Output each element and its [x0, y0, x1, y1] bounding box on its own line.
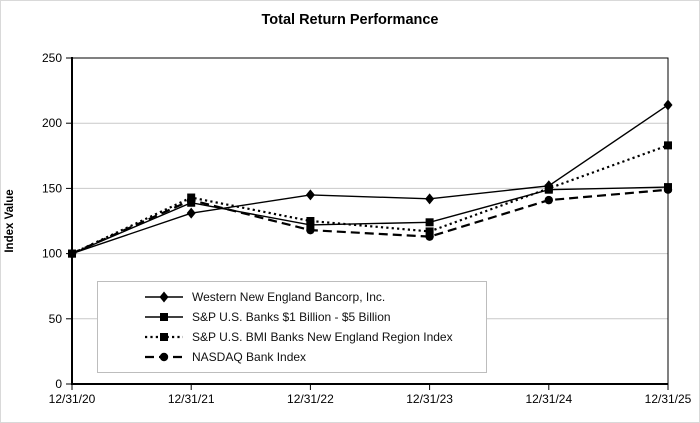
x-tick-label: 12/31/24 — [525, 392, 572, 406]
x-tick-label: 12/31/25 — [645, 392, 692, 406]
legend-sample-dashed-circle-icon — [145, 352, 183, 362]
legend-item: S&P U.S. Banks $1 Billion - $5 Billion — [145, 310, 486, 324]
y-tick-label: 0 — [55, 377, 62, 391]
y-tick-label: 150 — [42, 181, 62, 195]
series-line-dotted — [71, 144, 669, 255]
legend-item: NASDAQ Bank Index — [145, 350, 486, 364]
marker-circle-icon — [663, 185, 673, 194]
x-tick-label: 12/31/23 — [406, 392, 453, 406]
marker-diamond-icon — [425, 193, 435, 205]
x-tick-label: 12/31/20 — [49, 392, 96, 406]
legend-item: Western New England Bancorp, Inc. — [145, 290, 486, 304]
marker-circle-icon — [306, 225, 315, 235]
marker-circle-icon — [425, 232, 434, 241]
legend-label: S&P U.S. BMI Banks New England Region In… — [192, 330, 453, 344]
chart-title: Total Return Performance — [261, 12, 439, 28]
marker-circle-icon — [159, 352, 169, 362]
marker-square-icon — [544, 184, 553, 193]
x-tick-label: 12/31/21 — [168, 392, 215, 406]
legend-sample-solid-diamond-icon — [145, 291, 183, 303]
marker-diamond-icon — [305, 189, 315, 201]
legend-sample-solid-square-icon — [145, 313, 183, 321]
marker-square-icon — [160, 313, 168, 321]
marker-diamond-icon — [159, 291, 169, 303]
marker-square-icon — [160, 333, 168, 341]
y-tick-label: 200 — [42, 116, 62, 130]
legend-sample-dotted-square-icon — [145, 333, 183, 341]
marker-square-icon — [306, 217, 315, 225]
series-line-solid — [71, 104, 669, 255]
legend-item: S&P U.S. BMI Banks New England Region In… — [145, 330, 486, 344]
y-tick-label: 100 — [42, 247, 62, 261]
marker-diamond-icon — [663, 99, 673, 111]
y-tick-label: 250 — [42, 51, 62, 65]
legend-label: S&P U.S. Banks $1 Billion - $5 Billion — [192, 310, 391, 324]
legend-box: Western New England Bancorp, Inc. S&P U.S… — [97, 281, 487, 373]
marker-circle-icon — [187, 195, 196, 205]
x-tick-label: 12/31/22 — [287, 392, 334, 406]
series-line-dashed — [71, 188, 669, 255]
marker-square-icon — [425, 218, 434, 227]
marker-diamond-icon — [186, 207, 196, 219]
marker-circle-icon — [544, 195, 553, 205]
marker-square-icon — [664, 141, 672, 150]
legend-label: Western New England Bancorp, Inc. — [192, 290, 386, 304]
marker-circle-icon — [67, 249, 77, 258]
y-tick-label: 50 — [49, 312, 63, 326]
series-line-solid — [71, 186, 669, 255]
legend-label: NASDAQ Bank Index — [192, 350, 307, 364]
marker-square-icon — [425, 227, 434, 236]
